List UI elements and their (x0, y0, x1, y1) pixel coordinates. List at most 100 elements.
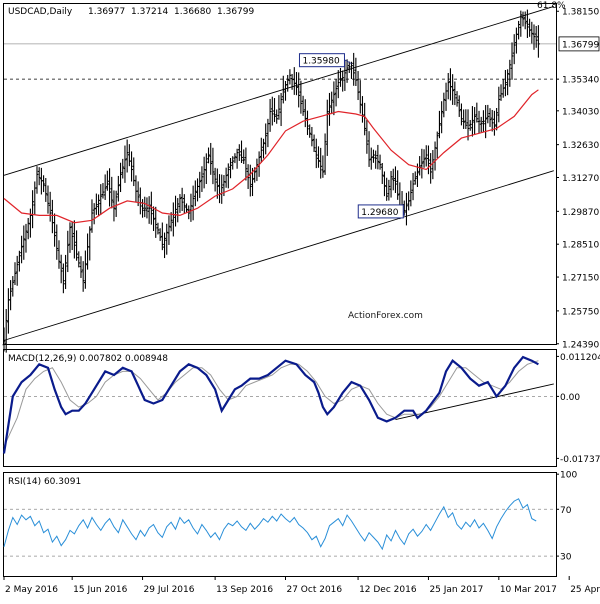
ohlc-bar (169, 212, 173, 232)
ohlc-bar (147, 196, 151, 224)
price-panel-frame (3, 3, 557, 345)
ohlc-bar (130, 151, 133, 182)
ohlc-bar (244, 147, 248, 181)
price-tick-label: 1.35340 (562, 76, 599, 86)
macd-panel-frame (3, 349, 557, 467)
ohlc-bar (310, 126, 314, 147)
ohlc-bar (431, 150, 435, 180)
ohlc-bar (325, 99, 329, 156)
ohlc-bar (490, 109, 494, 132)
ohlc-bar (468, 120, 472, 131)
callout-box (298, 53, 345, 68)
ohlc-bar (35, 166, 39, 194)
ohlc-bar (279, 92, 283, 127)
ohlc-bar (114, 190, 118, 217)
ohlc-bar (154, 206, 158, 238)
ohlc-bar (347, 61, 351, 73)
ohlc-bar (180, 187, 184, 212)
ohlc-bar (264, 123, 268, 155)
ohlc-bar (460, 103, 463, 126)
ohlc-bar (350, 61, 353, 79)
ohlc-bar (176, 198, 180, 223)
ohlc-bar (308, 124, 312, 138)
ohlc-bar (464, 109, 468, 130)
ohlc-bar (2, 327, 6, 352)
ohlc-bar (229, 158, 232, 179)
ohlc-bar (75, 230, 78, 261)
ohlc-bar (204, 153, 208, 185)
ohlc-bar (90, 199, 94, 233)
ohlc-bar (20, 235, 23, 264)
callout-pointer (344, 59, 352, 65)
ohlc-bar (17, 250, 21, 272)
ohlc-bar (530, 21, 534, 44)
ohlc-bar (191, 185, 195, 221)
x-tick-label: 2 May 2016 (5, 585, 58, 595)
ohlc-bar (174, 195, 177, 227)
ohlc-bar (508, 59, 512, 87)
ohlc-bar (198, 171, 202, 198)
ohlc-bar (442, 92, 446, 118)
ohlc-bar (288, 69, 292, 85)
ohlc-bar (160, 222, 164, 251)
ohlc-bar (526, 9, 529, 38)
ohlc-bar (259, 137, 263, 163)
x-tick-label: 10 Mar 2017 (500, 585, 557, 595)
ohlc-bar (125, 139, 129, 173)
ohlc-bar (42, 175, 45, 193)
x-tick-label: 15 Jun 2016 (73, 585, 127, 595)
ohlc-bar (409, 180, 413, 207)
ohlc-bar (504, 70, 507, 97)
ohlc-bar (121, 158, 125, 179)
ohlc-bar (207, 147, 210, 164)
ohlc-bar (61, 263, 65, 294)
ohlc-bar (9, 280, 12, 311)
ohlc-bar (479, 116, 483, 133)
ohlc-bar (352, 52, 356, 86)
last-price-box (558, 36, 600, 52)
x-tick-label: 12 Dec 2016 (359, 585, 417, 595)
ohlc-bar (105, 170, 109, 191)
ohlc-bar (339, 67, 342, 87)
ohlc-bar (385, 177, 389, 201)
ohlc-bar (523, 11, 527, 30)
last-price-label: 1.36799 (562, 40, 599, 50)
ohlc-bar (72, 220, 76, 259)
ohlc-bar (497, 86, 501, 123)
ohlc-bar (334, 79, 338, 107)
ohlc-bar (473, 107, 477, 135)
ohlc-bar (537, 25, 540, 58)
ohlc-bar (77, 251, 81, 268)
ohlc-bar (482, 110, 485, 133)
ohlc-bar (193, 180, 197, 207)
ohlc-bar (158, 228, 162, 241)
ohlc-bar (295, 72, 298, 96)
ohlc-bar (81, 261, 85, 292)
ohlc-bar (328, 92, 331, 126)
ohlc-bar (46, 185, 50, 214)
price-tick-label: 1.31270 (562, 174, 599, 184)
x-tick-label: 29 Jul 2016 (144, 585, 195, 595)
price-tick-label: 1.29870 (562, 208, 599, 218)
ohlc-bar (435, 131, 439, 159)
ohlc-bar (277, 95, 281, 120)
ohlc-bar (427, 145, 430, 175)
ohlc-bar (13, 262, 17, 286)
ohlc-bar (281, 75, 285, 104)
ohlc-bar (306, 110, 309, 136)
ohlc-bar (475, 102, 479, 123)
ohlc-bar (178, 194, 182, 213)
ohlc-bar (15, 255, 19, 286)
ohlc-bar (141, 199, 144, 218)
ohlc-bar (4, 309, 8, 353)
ohlc-bar (321, 155, 325, 178)
ohlc-bar (297, 72, 301, 108)
ohlc-bar (455, 91, 459, 107)
ohlc-bar (94, 193, 98, 215)
ohlc-bar (240, 140, 243, 163)
x-tick-label: 25 Apr 2017 (570, 585, 600, 595)
ohlc-bar (237, 144, 241, 161)
x-tick-label: 27 Oct 2016 (286, 585, 342, 595)
